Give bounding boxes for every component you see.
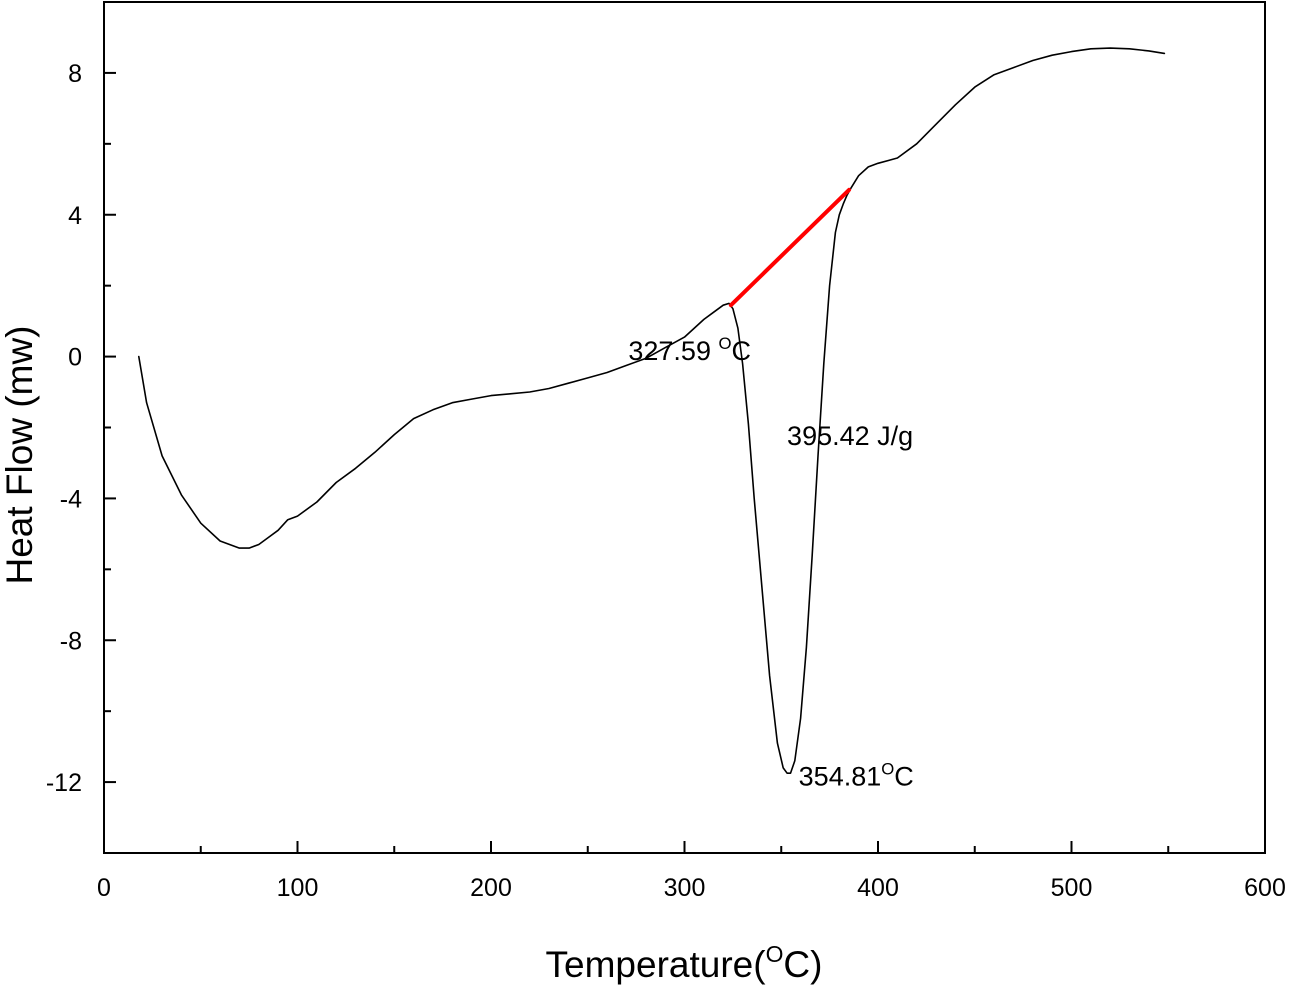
x-tick-label: 0 [97, 874, 111, 902]
y-tick-label: 0 [68, 344, 82, 372]
y-tick-label: -4 [60, 485, 82, 513]
x-axis-label-main: Temperature( [546, 944, 767, 985]
plot-area-frame [103, 1, 1266, 854]
x-tick-label: 100 [277, 874, 319, 902]
y-tick-label: -12 [46, 769, 82, 797]
heat-flow-curve [138, 47, 1166, 775]
x-tick-label: 200 [470, 874, 512, 902]
y-tick-label: 4 [68, 202, 82, 230]
x-axis-label: Temperature(OC) [546, 941, 823, 985]
y-tick-label: -8 [60, 627, 82, 655]
annotation-value: 395.42 J/g [787, 421, 913, 451]
annotation-degree: O [718, 334, 731, 353]
annotation-value: 327.59 [628, 336, 718, 366]
x-tick-label: 500 [1051, 874, 1093, 902]
y-axis-label: Heat Flow (mw) [0, 325, 40, 584]
axis-tick-labels: 0 100 200 300 400 500 600 8 4 0 -4 -8 -12 [46, 60, 1286, 902]
data-series [138, 47, 1166, 775]
chart-annotation: 327.59 OC [628, 334, 751, 366]
chart-annotation: 395.42 J/g [787, 421, 913, 451]
x-tick-label: 300 [664, 874, 706, 902]
annotation-degree: O [881, 760, 894, 779]
annotation-unit: C [732, 336, 752, 366]
axis-ticks [103, 1, 1266, 854]
y-tick-label: 8 [68, 60, 82, 88]
baseline-line [728, 187, 851, 308]
annotation-value: 354.81 [799, 762, 882, 792]
annotation-unit: C [894, 762, 914, 792]
x-tick-label: 600 [1244, 874, 1286, 902]
x-axis-label-tail: C) [783, 944, 822, 985]
x-axis-label-sup: O [766, 941, 784, 967]
chart-annotation: 354.81OC [799, 760, 914, 792]
x-tick-label: 400 [857, 874, 899, 902]
